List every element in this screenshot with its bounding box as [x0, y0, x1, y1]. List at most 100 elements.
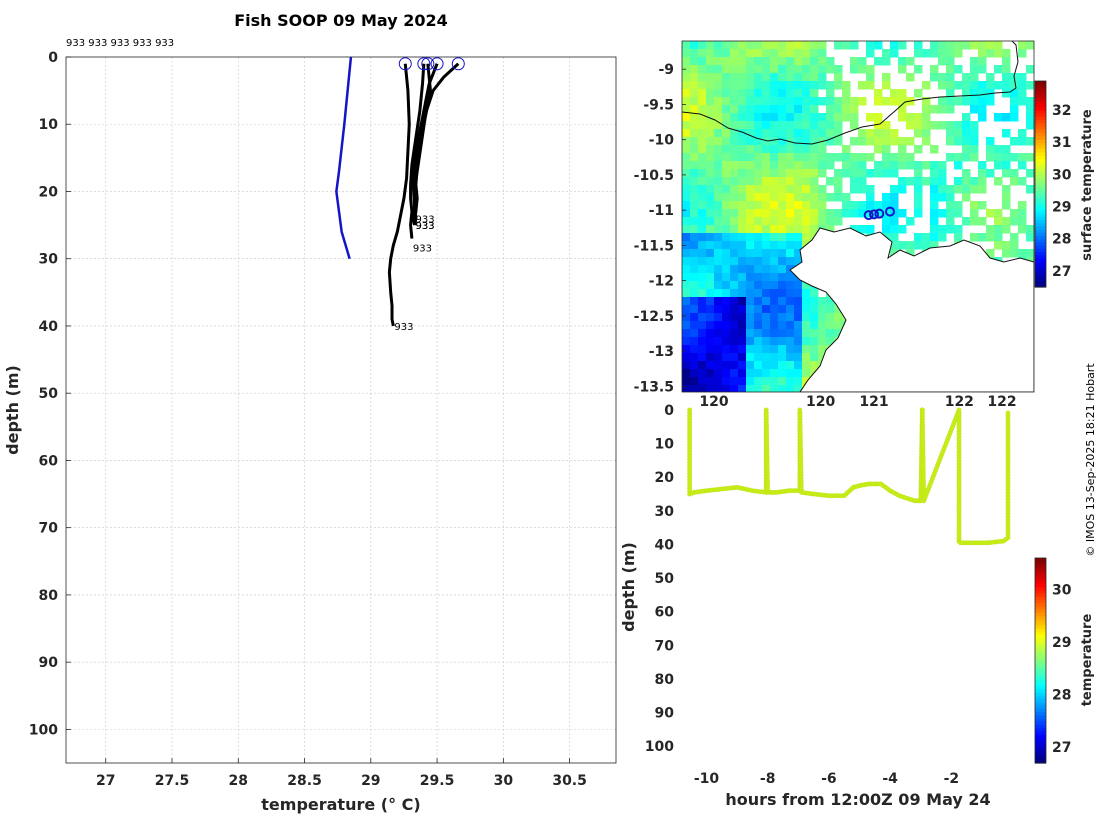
sst-cell	[914, 113, 923, 122]
sst-cell	[770, 153, 779, 162]
sst-cell	[1002, 201, 1011, 210]
sst-cell	[690, 241, 699, 250]
sst-cell	[858, 65, 867, 74]
sst-cell	[834, 113, 843, 122]
sst-cell	[994, 41, 1003, 50]
profile-x-tick: 27	[96, 773, 115, 789]
sst-cell	[818, 321, 827, 330]
sst-cell	[954, 233, 963, 242]
sst-cell	[778, 369, 787, 378]
sst-cell	[698, 273, 707, 282]
sst-cell	[690, 129, 699, 138]
sst-cell	[802, 129, 811, 138]
sst-cell	[682, 73, 691, 82]
temperature-colorbar-step	[1035, 724, 1046, 729]
sst-cell	[690, 73, 699, 82]
sst-cell	[986, 73, 995, 82]
sst-cell	[706, 313, 715, 322]
sst-cell	[986, 209, 995, 218]
sst-cell	[770, 193, 779, 202]
profile-x-tick: 29	[361, 773, 380, 789]
sst-cell	[930, 193, 939, 202]
sst-cell	[754, 105, 763, 114]
sst-cell	[730, 281, 739, 290]
sst-cell	[786, 81, 795, 90]
map-lon-tick: 122	[945, 394, 974, 410]
sst-cell	[834, 97, 843, 106]
sst-cell	[738, 265, 747, 274]
sst-cell	[978, 89, 987, 98]
sst-cell	[1002, 249, 1011, 258]
sst-cell	[994, 161, 1003, 170]
sst-cell	[706, 153, 715, 162]
coastline-south	[789, 227, 1034, 392]
sst-cell	[682, 289, 691, 298]
sst-cell	[1026, 169, 1034, 178]
temperature-colorbar-tick: 30	[1052, 583, 1072, 599]
sst-cell	[754, 81, 763, 90]
sst-cell	[722, 249, 731, 258]
sst-cell	[770, 177, 779, 186]
sst-cell	[754, 97, 763, 106]
sst-cell	[794, 353, 803, 362]
profile-grid	[66, 56, 616, 763]
sst-cell	[738, 57, 747, 66]
sst-cell	[850, 153, 859, 162]
sst-cell	[866, 49, 875, 58]
sst-cell	[778, 217, 787, 226]
sst-cell	[954, 225, 963, 234]
sst-cell	[882, 57, 891, 66]
sst-cell	[738, 153, 747, 162]
sst-cell	[962, 113, 971, 122]
sst-cell	[882, 169, 891, 178]
temperature-colorbar-step	[1035, 654, 1046, 658]
sst-colorbar-label: surface temperature	[1080, 109, 1095, 261]
sst-colorbar-step	[1035, 235, 1046, 240]
sst-cell	[946, 153, 955, 162]
sst-cell	[714, 65, 723, 74]
profile-id-labels: 933 933 933 933 933	[66, 38, 174, 49]
sst-cell	[738, 313, 747, 322]
sst-cell	[754, 217, 763, 226]
sst-cell	[770, 329, 779, 338]
sst-cell	[954, 137, 963, 146]
temperature-colorbar-step	[1035, 740, 1046, 745]
profile-y-tick: 40	[39, 319, 59, 335]
sst-cell	[930, 121, 939, 130]
sst-cell	[882, 97, 891, 106]
sst-cell	[882, 145, 891, 154]
sst-cell	[786, 161, 795, 170]
sst-colorbar-step	[1035, 106, 1046, 111]
sst-cell	[818, 145, 827, 154]
sst-cell	[1002, 73, 1011, 82]
sst-cell	[818, 201, 827, 210]
temperature-colorbar-step	[1035, 734, 1046, 738]
sst-cell	[778, 153, 787, 162]
sst-cell	[698, 225, 707, 234]
sst-cell	[914, 129, 923, 138]
sst-cell	[722, 201, 731, 210]
sst-cell	[930, 177, 939, 186]
profile-y-label: depth (m)	[3, 365, 22, 455]
sst-cell	[690, 281, 699, 290]
sst-cell	[890, 89, 899, 98]
sst-cell	[770, 369, 779, 378]
sst-cell	[850, 65, 859, 74]
profile-end-label: 933	[416, 221, 435, 232]
sst-cell	[730, 321, 739, 330]
sst-cell	[722, 177, 731, 186]
sst-cell	[1018, 209, 1027, 218]
sst-cell	[930, 49, 939, 58]
sst-colorbar-step	[1035, 103, 1046, 108]
profile-line	[387, 63, 411, 327]
sst-cell	[786, 257, 795, 266]
profile-end-label: 933	[416, 221, 435, 232]
sst-colorbar-step	[1035, 280, 1046, 285]
sst-cell	[778, 121, 787, 130]
sst-cell	[794, 225, 803, 234]
sst-cell	[778, 49, 787, 58]
temperature-colorbar-step	[1035, 583, 1046, 588]
sst-cell	[754, 121, 763, 130]
sst-colorbar-step	[1035, 270, 1046, 275]
sst-cell	[682, 265, 691, 274]
